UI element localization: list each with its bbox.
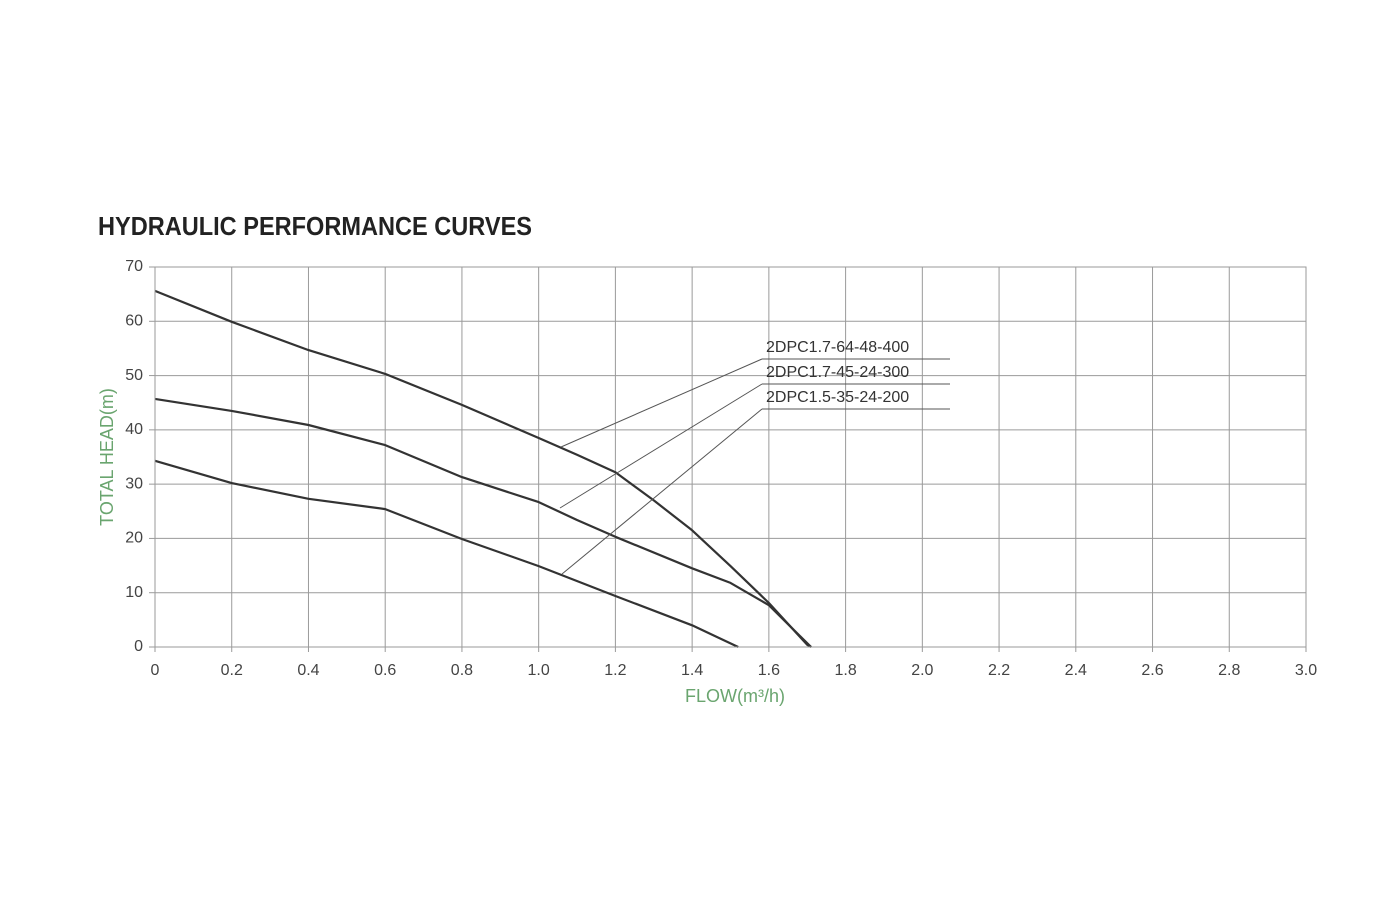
x-tick-label: 1.2 [604,662,626,679]
chart-title: HYDRAULIC PERFORMANCE CURVES [98,211,532,241]
y-tick-label: 20 [125,530,143,547]
y-tick-label: 60 [125,313,143,330]
x-tick-label: 0.6 [374,662,396,679]
curve-label: 2DPC1.7-64-48-400 [766,339,909,356]
leader-line [560,358,763,448]
x-tick-label: 1.8 [834,662,856,679]
y-tick-label: 10 [125,584,143,601]
x-tick-label: 0.8 [451,662,473,679]
x-tick-label: 3.0 [1295,662,1317,679]
curve-label: 2DPC1.7-45-24-300 [766,364,909,381]
y-tick-label: 70 [125,258,143,275]
y-tick-label: 0 [134,638,143,655]
plot-frame [154,266,1307,648]
x-axis-title: FLOW(m³/h) [685,686,785,706]
x-tick-label: 2.0 [911,662,933,679]
x-tick-label: 2.6 [1141,662,1163,679]
y-tick-label: 40 [125,421,143,438]
leader-line [561,408,763,575]
x-tick-label: 0 [151,662,160,679]
y-axis-title: TOTAL HEAD(m) [97,388,117,526]
curve [154,397,812,648]
x-tick-label: 2.8 [1218,662,1240,679]
y-tick-label: 50 [125,367,143,384]
y-tick-label: 30 [125,475,143,492]
x-tick-label: 0.2 [221,662,243,679]
x-tick-label: 2.4 [1065,662,1087,679]
x-tick-label: 1.0 [528,662,550,679]
x-tick-label: 1.6 [758,662,780,679]
x-tick-label: 1.4 [681,662,703,679]
leader-line [559,383,763,509]
curve [154,289,812,648]
curve-label: 2DPC1.5-35-24-200 [766,389,909,406]
x-tick-label: 0.4 [297,662,319,679]
x-tick-label: 2.2 [988,662,1010,679]
curve [154,459,739,648]
